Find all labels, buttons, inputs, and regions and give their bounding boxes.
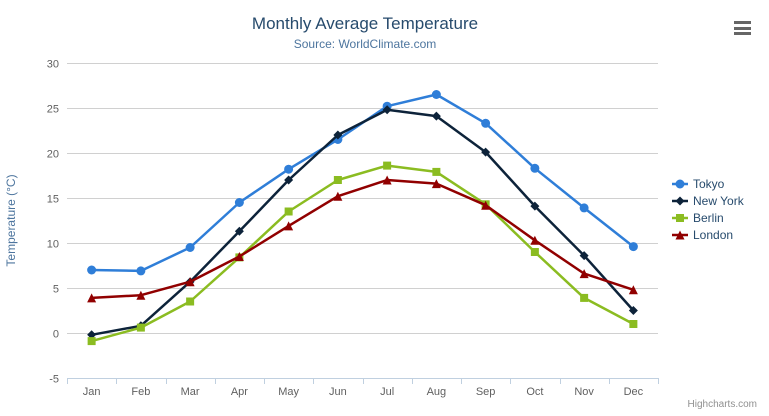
legend-label: New York xyxy=(693,194,745,208)
context-menu-button[interactable] xyxy=(733,20,752,36)
y-axis-label: -5 xyxy=(49,374,59,386)
data-point-berlin-may[interactable] xyxy=(284,207,293,216)
data-point-tokyo-aug[interactable] xyxy=(431,90,441,99)
x-axis-label: Oct xyxy=(526,386,543,398)
data-point-new-york-jul[interactable] xyxy=(382,105,392,115)
x-axis-label: Jun xyxy=(329,386,347,398)
series-line-new-york xyxy=(90,108,635,337)
data-point-london-jul[interactable] xyxy=(382,175,392,185)
data-point-tokyo-oct[interactable] xyxy=(530,163,540,173)
data-point-london-nov[interactable] xyxy=(579,269,589,279)
data-point-london-aug[interactable] xyxy=(431,179,441,189)
legend-marker-tokyo xyxy=(675,179,685,189)
data-point-london-apr[interactable] xyxy=(234,252,244,261)
x-axis-label: Nov xyxy=(574,386,594,398)
data-point-new-york-dec[interactable] xyxy=(628,306,638,315)
data-point-new-york-jun[interactable] xyxy=(333,130,343,140)
x-axis-label: Dec xyxy=(624,386,644,398)
data-point-london-oct[interactable] xyxy=(530,235,540,245)
chart-title: Monthly Average Temperature xyxy=(251,14,479,33)
data-point-tokyo-dec[interactable] xyxy=(628,242,638,252)
data-point-new-york-apr[interactable] xyxy=(234,226,244,236)
chart-subtitle: Source: WorldClimate.com xyxy=(293,37,437,51)
legend-marker-berlin xyxy=(676,214,684,222)
data-point-new-york-oct[interactable] xyxy=(530,201,540,211)
data-point-berlin-mar[interactable] xyxy=(186,297,195,306)
x-axis-label: Feb xyxy=(131,386,150,398)
series-london xyxy=(87,175,638,303)
data-point-tokyo-sep[interactable] xyxy=(481,118,491,128)
y-axis-label: 15 xyxy=(47,194,59,206)
x-axis-label: Aug xyxy=(427,386,447,398)
data-point-berlin-jul[interactable] xyxy=(383,161,392,170)
x-axis-label: Jan xyxy=(83,386,101,398)
series-line-tokyo xyxy=(90,93,635,273)
data-point-berlin-aug[interactable] xyxy=(432,167,441,176)
y-axis-label: 5 xyxy=(53,284,59,296)
data-point-berlin-jan[interactable] xyxy=(87,337,96,346)
y-gridlines xyxy=(67,63,658,334)
credits-link[interactable]: Highcharts.com xyxy=(687,399,757,410)
hamburger-icon xyxy=(734,32,751,35)
hamburger-icon xyxy=(734,26,751,30)
data-point-tokyo-feb[interactable] xyxy=(136,266,146,276)
legend-item-berlin[interactable]: Berlin xyxy=(672,211,724,225)
hamburger-icon xyxy=(734,21,751,24)
legend-label: Tokyo xyxy=(693,177,725,191)
data-point-berlin-nov[interactable] xyxy=(580,293,589,302)
legend-label: London xyxy=(693,228,733,242)
data-point-berlin-dec[interactable] xyxy=(629,320,638,328)
data-point-london-jun[interactable] xyxy=(333,191,343,201)
data-point-new-york-jan[interactable] xyxy=(87,330,97,340)
data-point-berlin-oct[interactable] xyxy=(530,248,539,256)
y-axis-labels: -5 0 5 10 15 20 25 30 xyxy=(47,59,59,386)
legend-marker-london xyxy=(675,230,685,240)
data-point-london-mar[interactable] xyxy=(185,277,195,287)
legend-marker-new-york xyxy=(675,196,685,206)
legend-item-tokyo[interactable]: Tokyo xyxy=(672,177,725,191)
x-axis-label: Apr xyxy=(231,386,248,398)
data-point-new-york-aug[interactable] xyxy=(431,111,441,121)
legend-item-london[interactable]: London xyxy=(672,228,733,242)
series-tokyo xyxy=(87,90,638,276)
y-axis-title: Temperature (°C) xyxy=(4,174,18,266)
data-point-tokyo-nov[interactable] xyxy=(579,203,589,213)
series-line-berlin xyxy=(90,164,635,343)
legend: Tokyo New York Berlin London xyxy=(672,177,745,242)
y-axis-label: 30 xyxy=(47,59,59,71)
x-axis-label: May xyxy=(278,386,299,398)
x-axis-label: Jul xyxy=(380,386,394,398)
series-new-york xyxy=(87,105,638,340)
y-axis-label: 20 xyxy=(47,149,59,161)
y-axis-label: 10 xyxy=(47,239,59,251)
data-point-berlin-jun[interactable] xyxy=(333,176,342,184)
data-point-london-sep[interactable] xyxy=(481,200,491,210)
data-point-london-may[interactable] xyxy=(284,221,294,231)
x-axis-label: Mar xyxy=(181,386,200,398)
data-point-tokyo-mar[interactable] xyxy=(185,243,195,252)
x-axis xyxy=(67,378,659,384)
y-axis-label: 0 xyxy=(53,329,59,341)
data-point-berlin-feb[interactable] xyxy=(136,323,145,332)
legend-label: Berlin xyxy=(693,211,724,225)
data-point-new-york-may[interactable] xyxy=(284,175,294,185)
legend-item-new-york[interactable]: New York xyxy=(672,194,745,208)
x-axis-label: Sep xyxy=(476,386,496,398)
x-axis-labels: Jan Feb Mar Apr May Jun Jul Aug Sep Oct Nov Dec xyxy=(83,386,644,398)
y-axis-label: 25 xyxy=(47,104,59,116)
data-point-tokyo-jan[interactable] xyxy=(87,265,97,275)
data-point-tokyo-apr[interactable] xyxy=(234,198,244,207)
data-point-new-york-sep[interactable] xyxy=(481,147,491,157)
data-point-london-feb[interactable] xyxy=(136,290,146,300)
series-line-london xyxy=(90,178,635,300)
data-point-new-york-nov[interactable] xyxy=(579,251,589,261)
data-point-london-jan[interactable] xyxy=(87,293,97,303)
data-point-london-dec[interactable] xyxy=(628,285,638,295)
data-point-tokyo-may[interactable] xyxy=(284,164,294,174)
